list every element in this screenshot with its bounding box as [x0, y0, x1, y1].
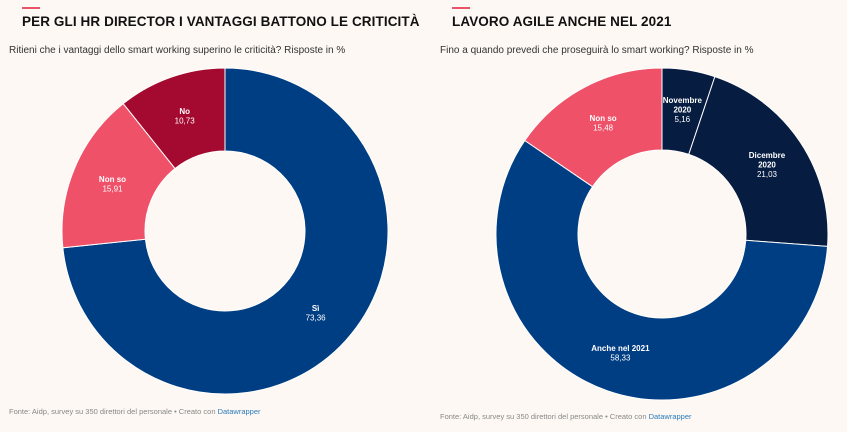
slice-value: 58,33 — [610, 354, 631, 363]
donut-slice-s — [62, 67, 389, 395]
donut-slice-non-so — [524, 67, 663, 188]
slice-value: 15,48 — [593, 123, 614, 132]
datawrapper-link[interactable]: Datawrapper — [217, 407, 261, 416]
slice-value: 10,73 — [175, 117, 196, 126]
chart-title: LAVORO AGILE ANCHE NEL 2021 — [452, 14, 672, 29]
donut-slice-no — [122, 67, 226, 170]
footer-source: Fonte: Aidp, survey su 350 direttori del… — [9, 407, 218, 416]
datawrapper-link[interactable]: Datawrapper — [648, 412, 692, 421]
slice-label-no: No 10,73 — [175, 107, 196, 126]
slice-label-dicembre-2020: Dicembre 2020 21,03 — [749, 151, 786, 179]
slice-value: 73,36 — [306, 313, 327, 322]
chart-title: PER GLI HR DIRECTOR I VANTAGGI BATTONO L… — [22, 14, 420, 29]
footer-source: Fonte: Aidp, survey su 350 direttori del… — [440, 412, 649, 421]
donut-slice-non-so — [61, 102, 176, 249]
chart-panel-left: PER GLI HR DIRECTOR I VANTAGGI BATTONO L… — [0, 0, 420, 432]
donut-slice-dicembre-2020 — [688, 76, 829, 247]
slice-value: 15,91 — [102, 185, 123, 194]
title-accent-line — [22, 7, 40, 9]
chart-footer: Fonte: Aidp, survey su 350 direttori del… — [9, 407, 261, 416]
donut-chart-right: Novembre 2020 5,16 Dicembre 2020 21,03 Anche n… — [495, 67, 829, 401]
chart-panel-right: LAVORO AGILE ANCHE NEL 2021 Fino a quand… — [428, 0, 847, 432]
slice-value: 21,03 — [757, 170, 778, 179]
slice-label-non-so: Non so 15,48 — [590, 114, 617, 133]
chart-subtitle: Fino a quando prevedi che proseguirà lo … — [440, 45, 754, 56]
donut-chart-left: Sì 73,36 Non so 15,91 No 10,73 — [61, 67, 389, 395]
slice-label-novembre-2020: Novembre 2020 5,16 — [663, 96, 703, 124]
donut-slice-anche-nel-2021 — [495, 139, 829, 401]
slice-value: 5,16 — [675, 115, 691, 124]
slice-label-s: Sì 73,36 — [306, 304, 327, 323]
chart-footer: Fonte: Aidp, survey su 350 direttori del… — [440, 412, 692, 421]
chart-subtitle: Ritieni che i vantaggi dello smart worki… — [9, 45, 346, 56]
slice-label-anche-nel-2021: Anche nel 2021 58,33 — [591, 344, 650, 363]
slice-label-non-so: Non so 15,91 — [99, 175, 126, 194]
title-accent-line — [452, 7, 470, 9]
